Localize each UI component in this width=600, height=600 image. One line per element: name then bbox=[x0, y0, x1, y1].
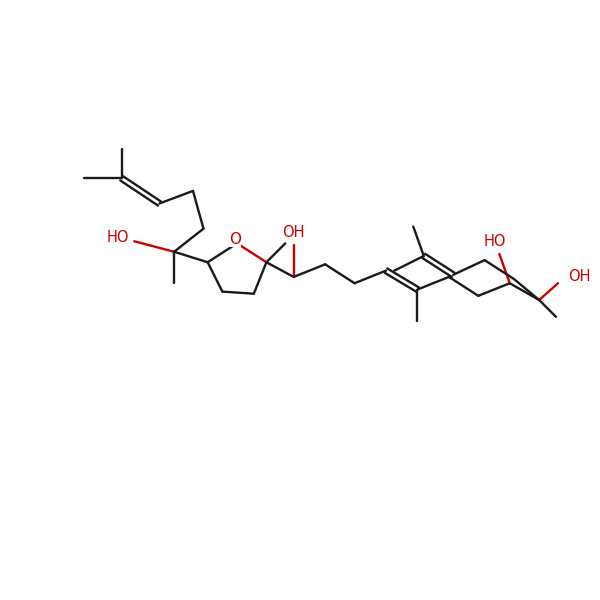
Text: O: O bbox=[229, 232, 241, 247]
Text: HO: HO bbox=[484, 234, 506, 249]
Text: HO: HO bbox=[106, 230, 129, 245]
Text: OH: OH bbox=[569, 269, 591, 284]
Text: OH: OH bbox=[283, 226, 305, 241]
